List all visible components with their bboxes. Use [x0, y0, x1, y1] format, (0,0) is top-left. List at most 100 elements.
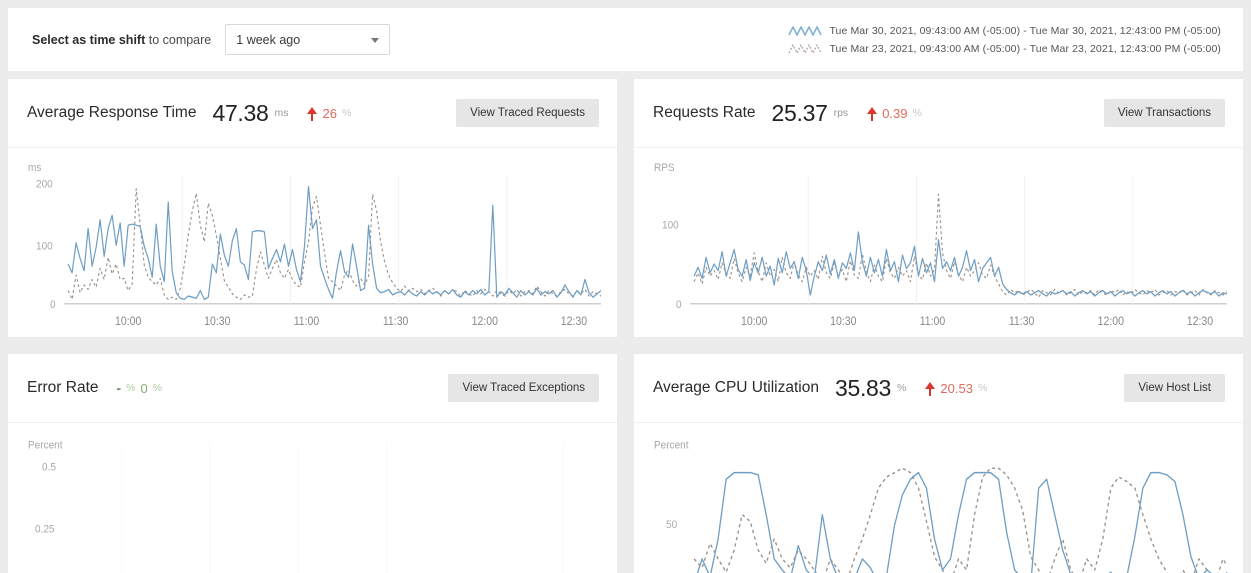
card-title: Requests Rate	[653, 104, 756, 121]
arrow-up-icon	[866, 106, 877, 121]
metric-card-grid: Average Response Time 47.38 ms 26 % View…	[8, 79, 1243, 573]
y-tick-0: 0	[676, 299, 682, 312]
card-value: 25.37	[771, 99, 828, 126]
card-average-cpu-utilization: Average CPU Utilization 35.83 % 20.53 % …	[634, 354, 1243, 573]
card-delta-value: 0	[140, 380, 148, 396]
card-delta-value: 0.39	[882, 105, 908, 121]
x-tick-2: 11:00	[294, 315, 320, 328]
chart-axes	[121, 443, 564, 573]
view-transactions-button[interactable]: View Transactions	[1103, 99, 1225, 127]
dotted-line-sparkline-icon	[788, 43, 823, 54]
chart-svg: RPS 100 0 10:00 10:30 11:00 11:30 12:00 …	[654, 162, 1228, 328]
chart-error-rate[interactable]: Percent 0.5 0.25	[22, 435, 603, 573]
chart-svg: Percent 0.5 0.25	[28, 439, 564, 573]
card-delta-unit: %	[912, 107, 922, 119]
chart-average-cpu-utilization[interactable]: Percent 50	[648, 435, 1229, 573]
card-error-rate: Error Rate - % 0 % View Traced Exception…	[8, 354, 617, 573]
card-header: Error Rate - % 0 % View Traced Exception…	[8, 354, 617, 423]
series-compare-line	[67, 188, 602, 300]
legend-row-compare: Tue Mar 23, 2021, 09:43:00 AM (-05:00) -…	[788, 42, 1221, 56]
chart-y-axis-labels: Percent 50	[654, 439, 689, 531]
series-current-line	[696, 471, 1228, 573]
card-header: Average CPU Utilization 35.83 % 20.53 % …	[634, 354, 1243, 423]
card-delta: 0.39 %	[866, 106, 922, 121]
card-delta-unit: %	[152, 382, 163, 394]
chart-average-response-time[interactable]: ms 200 100 0 10:00 10:30 11:00 11:30 12:…	[22, 160, 603, 337]
chart-axes	[690, 175, 1227, 305]
arrow-up-icon	[307, 106, 318, 121]
card-dash-unit: %	[126, 382, 136, 394]
chart-y-axis-labels: Percent 0.5 0.25	[28, 439, 63, 536]
y-tick-100: 100	[662, 219, 679, 232]
card-requests-rate: Requests Rate 25.37 rps 0.39 % View Tran…	[634, 79, 1243, 337]
view-host-list-button[interactable]: View Host List	[1124, 374, 1225, 402]
series-compare-line	[693, 193, 1228, 298]
x-tick-2: 11:00	[920, 315, 946, 328]
y-axis-title: Percent	[28, 439, 63, 452]
card-delta: - % 0 %	[117, 381, 163, 396]
series-current-line	[67, 185, 602, 301]
chart-svg: ms 200 100 0 10:00 10:30 11:00 11:30 12:…	[28, 162, 602, 328]
card-chart-body: RPS 100 0 10:00 10:30 11:00 11:30 12:00 …	[634, 148, 1243, 337]
timeshift-select-value: 1 week ago	[236, 32, 301, 47]
x-tick-0: 10:00	[115, 315, 141, 328]
card-chart-body: Percent 50	[634, 423, 1243, 573]
y-axis-title: ms	[28, 162, 41, 175]
y-tick-200: 200	[36, 178, 53, 191]
series-current-line	[693, 231, 1228, 297]
card-value: 35.83	[834, 374, 892, 401]
card-delta-unit: %	[977, 382, 988, 394]
card-title: Average Response Time	[27, 104, 197, 121]
arrow-up-icon	[924, 381, 935, 396]
legend-compare-range: Tue Mar 23, 2021, 09:43:00 AM (-05:00) -…	[829, 42, 1221, 55]
view-traced-exceptions-button[interactable]: View Traced Exceptions	[448, 374, 599, 402]
card-unit: ms	[274, 107, 289, 119]
x-tick-4: 12:00	[1098, 315, 1124, 328]
card-value: 47.38	[212, 99, 269, 126]
card-delta-unit: %	[341, 107, 352, 119]
chart-series-group	[693, 467, 1228, 573]
timeshift-label-rest: to compare	[145, 32, 212, 47]
card-title: Average CPU Utilization	[653, 379, 819, 396]
chart-y-axis-labels: ms 200 100 0	[28, 162, 56, 312]
timeshift-select[interactable]: 1 week ago	[225, 24, 391, 55]
chart-series-group	[693, 193, 1228, 298]
card-delta: 26 %	[307, 105, 352, 121]
card-average-response-time: Average Response Time 47.38 ms 26 % View…	[8, 79, 617, 337]
card-delta-value: 20.53	[940, 380, 973, 396]
view-traced-requests-button[interactable]: View Traced Requests	[456, 99, 599, 127]
x-tick-3: 11:30	[1009, 315, 1035, 328]
x-tick-5: 12:30	[561, 315, 587, 328]
y-tick-0-25: 0.25	[35, 523, 55, 536]
card-title: Error Rate	[27, 379, 99, 396]
timeshift-label-bold: Select as time shift	[32, 32, 146, 47]
chart-x-axis-labels: 10:00 10:30 11:00 11:30 12:00 12:30	[115, 315, 587, 328]
time-range-legend: Tue Mar 30, 2021, 09:43:00 AM (-05:00) -…	[788, 24, 1221, 56]
chart-y-axis-labels: RPS 100 0	[654, 162, 682, 312]
x-tick-0: 10:00	[741, 315, 767, 328]
flat-dash-icon: -	[116, 380, 122, 396]
legend-row-current: Tue Mar 30, 2021, 09:43:00 AM (-05:00) -…	[788, 24, 1221, 38]
card-unit: %	[897, 382, 907, 394]
card-chart-body: Percent 0.5 0.25	[8, 423, 617, 573]
series-compare-line	[693, 467, 1228, 573]
chevron-down-icon	[371, 37, 380, 43]
y-tick-50: 50	[666, 518, 677, 531]
chart-x-axis-labels: 10:00 10:30 11:00 11:30 12:00 12:30	[741, 315, 1213, 328]
chart-requests-rate[interactable]: RPS 100 0 10:00 10:30 11:00 11:30 12:00 …	[648, 160, 1229, 337]
x-tick-1: 10:30	[830, 315, 856, 328]
x-tick-1: 10:30	[204, 315, 230, 328]
chart-svg: Percent 50	[654, 439, 1228, 573]
card-delta: 20.53 %	[924, 381, 987, 396]
card-delta-value: 26	[322, 105, 337, 121]
card-unit: rps	[833, 107, 849, 119]
chart-axes	[64, 175, 601, 305]
timeshift-label: Select as time shift to compare	[32, 33, 211, 47]
timeshift-toolbar: Select as time shift to compare 1 week a…	[8, 8, 1243, 71]
chart-series-group	[67, 185, 602, 301]
card-header: Average Response Time 47.38 ms 26 % View…	[8, 79, 617, 148]
x-tick-5: 12:30	[1187, 315, 1213, 328]
y-axis-title: Percent	[654, 439, 689, 452]
card-header: Requests Rate 25.37 rps 0.39 % View Tran…	[634, 79, 1243, 148]
